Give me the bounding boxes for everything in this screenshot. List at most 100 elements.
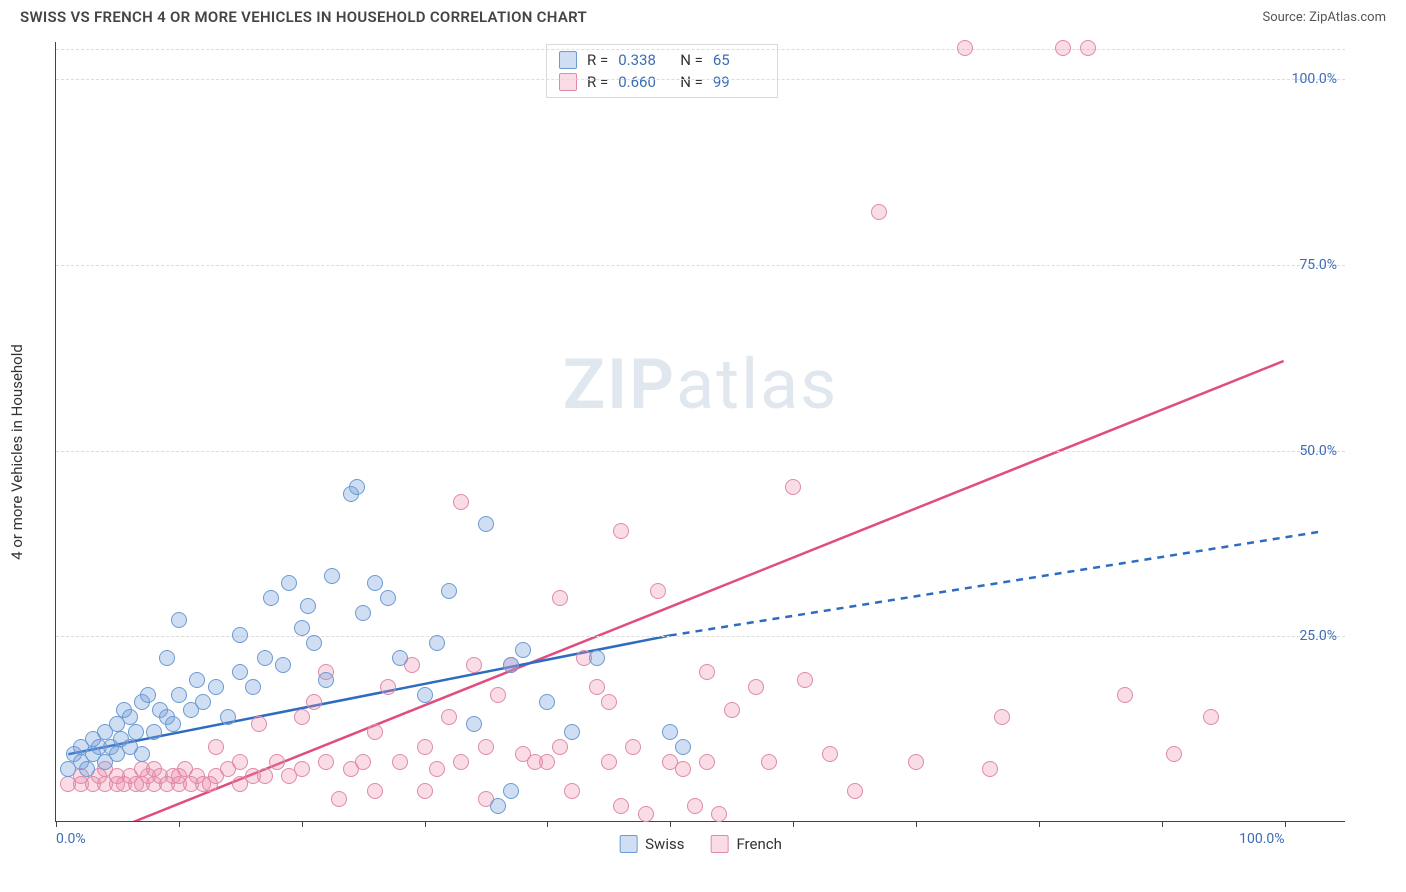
data-point-french: [417, 783, 433, 799]
data-point-swiss: [349, 479, 365, 495]
data-point-french: [761, 754, 777, 770]
data-point-swiss: [134, 746, 150, 762]
data-point-swiss: [367, 575, 383, 591]
data-point-french: [687, 798, 703, 814]
x-tick: [1285, 821, 1286, 827]
data-point-swiss: [490, 798, 506, 814]
data-point-french: [208, 739, 224, 755]
data-point-french: [699, 664, 715, 680]
data-point-french: [711, 806, 727, 822]
data-point-swiss: [146, 724, 162, 740]
legend-row-french: R = 0.660 N = 99: [559, 71, 765, 93]
data-point-french: [269, 754, 285, 770]
data-point-french: [613, 798, 629, 814]
gridline-h: [56, 265, 1345, 266]
y-tick-label: 50.0%: [1299, 443, 1337, 459]
data-point-swiss: [429, 635, 445, 651]
data-point-french: [490, 687, 506, 703]
correlation-legend: R = 0.338 N = 65 R = 0.660 N = 99: [546, 44, 778, 98]
x-tick: [1039, 821, 1040, 827]
chart-container: 4 or more Vehicles in Household ZIPatlas…: [0, 32, 1406, 882]
data-point-french: [871, 204, 887, 220]
x-tick: [179, 821, 180, 827]
data-point-swiss: [159, 650, 175, 666]
data-point-swiss: [503, 657, 519, 673]
x-tick-label: 100.0%: [1239, 831, 1284, 847]
data-point-french: [625, 739, 641, 755]
trend-line: [117, 361, 1283, 821]
y-tick-label: 25.0%: [1299, 628, 1337, 644]
data-point-french: [232, 754, 248, 770]
data-point-french: [982, 761, 998, 777]
data-point-french: [699, 754, 715, 770]
data-point-swiss: [195, 694, 211, 710]
data-point-swiss: [79, 761, 95, 777]
y-axis-label: 4 or more Vehicles in Household: [8, 344, 26, 560]
x-tick: [1162, 821, 1163, 827]
data-point-swiss: [539, 694, 555, 710]
data-point-swiss: [140, 687, 156, 703]
data-point-swiss: [232, 664, 248, 680]
data-point-french: [478, 739, 494, 755]
data-point-swiss: [564, 724, 580, 740]
data-point-swiss: [122, 709, 138, 725]
data-point-french: [957, 40, 973, 56]
data-point-french: [392, 754, 408, 770]
y-tick-label: 75.0%: [1299, 257, 1337, 273]
data-point-swiss: [300, 598, 316, 614]
data-point-french: [539, 754, 555, 770]
source-attribution: Source: ZipAtlas.com: [1262, 10, 1386, 25]
header: SWISS VS FRENCH 4 OR MORE VEHICLES IN HO…: [0, 0, 1406, 32]
data-point-swiss: [441, 583, 457, 599]
data-point-french: [822, 746, 838, 762]
data-point-french: [441, 709, 457, 725]
data-point-french: [257, 768, 273, 784]
data-point-french: [367, 783, 383, 799]
data-point-french: [294, 761, 310, 777]
data-point-french: [466, 657, 482, 673]
data-point-french: [994, 709, 1010, 725]
data-point-swiss: [208, 679, 224, 695]
swatch-french: [710, 835, 728, 853]
data-point-french: [552, 590, 568, 606]
data-point-swiss: [245, 679, 261, 695]
data-point-swiss: [220, 709, 236, 725]
watermark: ZIPatlas: [563, 344, 839, 426]
legend-item-french: French: [710, 835, 781, 853]
x-tick: [793, 821, 794, 827]
data-point-french: [613, 523, 629, 539]
data-point-swiss: [318, 672, 334, 688]
swatch-swiss: [559, 51, 577, 69]
data-point-swiss: [171, 612, 187, 628]
data-point-french: [785, 479, 801, 495]
data-point-swiss: [275, 657, 291, 673]
x-tick: [302, 821, 303, 827]
x-tick: [425, 821, 426, 827]
data-point-swiss: [392, 650, 408, 666]
data-point-french: [453, 494, 469, 510]
data-point-french: [453, 754, 469, 770]
data-point-french: [417, 739, 433, 755]
swatch-swiss: [619, 835, 637, 853]
data-point-swiss: [662, 724, 678, 740]
data-point-swiss: [478, 516, 494, 532]
plot-area: ZIPatlas R = 0.338 N = 65 R = 0.660 N = …: [55, 42, 1345, 822]
data-point-french: [638, 806, 654, 822]
x-tick: [547, 821, 548, 827]
data-point-french: [564, 783, 580, 799]
data-point-french: [1117, 687, 1133, 703]
data-point-french: [797, 672, 813, 688]
x-tick-label: 0.0%: [56, 831, 86, 847]
data-point-french: [294, 709, 310, 725]
data-point-french: [429, 761, 445, 777]
data-point-swiss: [675, 739, 691, 755]
trend-line: [670, 532, 1321, 636]
data-point-french: [331, 791, 347, 807]
data-point-french: [601, 694, 617, 710]
x-tick: [670, 821, 671, 827]
source-link[interactable]: ZipAtlas.com: [1309, 10, 1386, 25]
data-point-swiss: [306, 635, 322, 651]
data-point-swiss: [165, 716, 181, 732]
x-tick: [916, 821, 917, 827]
trend-lines-layer: [56, 42, 1345, 821]
